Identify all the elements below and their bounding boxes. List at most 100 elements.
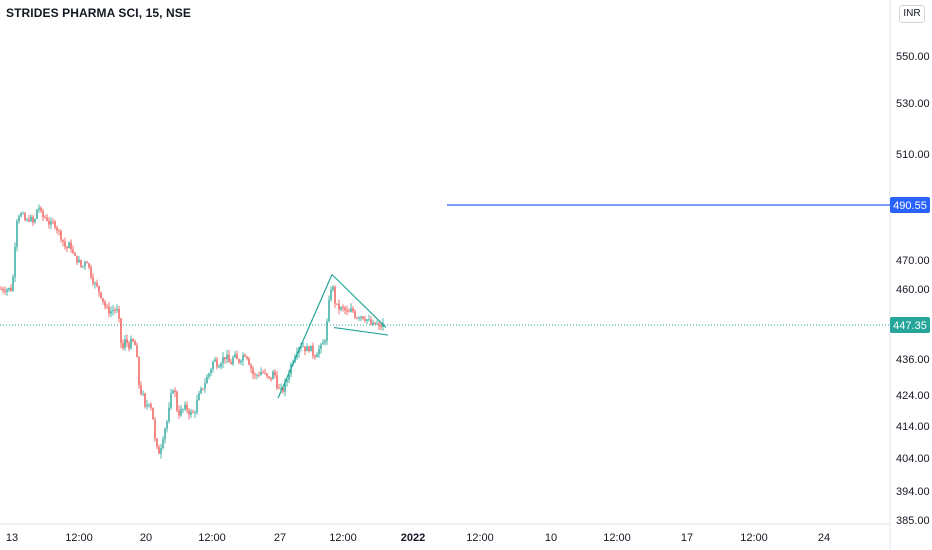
candle — [0, 286, 2, 290]
candle — [106, 303, 108, 310]
candle — [32, 214, 34, 227]
last-price-tag-text: 447.35 — [893, 320, 927, 332]
candle — [344, 306, 346, 315]
candle — [330, 286, 332, 302]
candle — [310, 345, 312, 352]
candle — [318, 344, 320, 359]
candle — [214, 356, 216, 363]
candle — [254, 372, 256, 380]
candle — [366, 319, 368, 325]
candle — [312, 342, 314, 360]
candle — [314, 354, 316, 360]
time-tick-label: 12:00 — [329, 532, 357, 544]
candle — [130, 335, 132, 350]
candle — [108, 302, 110, 318]
candle — [88, 262, 90, 270]
candle — [272, 369, 274, 380]
candle — [18, 214, 20, 224]
time-tick-label: 27 — [274, 532, 286, 544]
candle — [76, 255, 78, 265]
candle — [8, 287, 10, 293]
candle — [172, 389, 174, 395]
candle — [128, 340, 130, 352]
price-tick-label: 404.00 — [896, 453, 930, 465]
candle — [270, 377, 272, 382]
candle — [2, 286, 4, 294]
candle — [80, 259, 82, 269]
candle — [180, 405, 182, 417]
candle — [178, 405, 180, 419]
candle — [182, 408, 184, 414]
candle — [158, 444, 160, 454]
candle — [156, 437, 158, 450]
candle — [184, 401, 186, 411]
price-tick-label: 436.00 — [896, 354, 930, 366]
candle — [138, 356, 140, 389]
candle — [242, 352, 244, 366]
candle — [372, 319, 374, 326]
currency-badge[interactable]: INR — [899, 5, 925, 23]
candle — [70, 239, 72, 253]
candle — [30, 214, 32, 223]
candle — [124, 335, 126, 351]
candle — [152, 407, 154, 420]
candle — [90, 264, 92, 280]
candle — [98, 285, 100, 297]
candle — [234, 351, 236, 359]
candle — [226, 350, 228, 364]
time-tick-label: 10 — [545, 532, 557, 544]
candle — [166, 420, 168, 433]
candle — [268, 375, 270, 380]
candle — [362, 316, 364, 320]
candle — [136, 342, 138, 358]
candle — [26, 217, 28, 222]
candle — [232, 355, 234, 366]
candle — [260, 367, 262, 376]
candle — [190, 408, 192, 418]
candle — [82, 265, 84, 269]
last-price-tag: 447.35 — [890, 317, 930, 333]
candle — [218, 363, 220, 368]
candle — [176, 389, 178, 413]
candle — [40, 206, 42, 214]
candle — [274, 369, 276, 379]
candle — [354, 309, 356, 320]
candle — [248, 356, 250, 366]
candle — [170, 388, 172, 410]
candle — [320, 342, 322, 354]
candle — [20, 212, 22, 218]
candle — [340, 306, 342, 312]
pennant-upper-line[interactable] — [331, 274, 387, 328]
candle — [192, 409, 194, 414]
candle — [360, 315, 362, 322]
pennant-pole-line[interactable] — [277, 274, 333, 399]
candle — [14, 242, 16, 283]
time-tick-label: 20 — [140, 532, 152, 544]
candle — [36, 209, 38, 220]
candle — [342, 304, 344, 312]
price-tick-label: 550.00 — [896, 51, 930, 63]
price-tick-label: 394.00 — [896, 486, 930, 498]
candle — [246, 355, 248, 361]
candle — [186, 401, 188, 414]
candle — [250, 363, 252, 374]
pennant-pattern-group[interactable] — [277, 274, 389, 399]
candle — [78, 255, 80, 263]
candle — [46, 213, 48, 222]
candle — [316, 351, 318, 358]
candle — [58, 229, 60, 236]
candles-group — [0, 204, 384, 459]
candle — [338, 299, 340, 315]
candle — [198, 390, 200, 401]
candle — [334, 285, 336, 309]
candle — [194, 410, 196, 418]
candle — [202, 388, 204, 391]
price-tick-label: 510.00 — [896, 149, 930, 161]
candle — [196, 394, 198, 415]
candle — [256, 373, 258, 380]
pennant-lower-line[interactable] — [333, 326, 389, 336]
candle — [116, 304, 118, 314]
candle — [174, 387, 176, 398]
candle — [44, 215, 46, 219]
